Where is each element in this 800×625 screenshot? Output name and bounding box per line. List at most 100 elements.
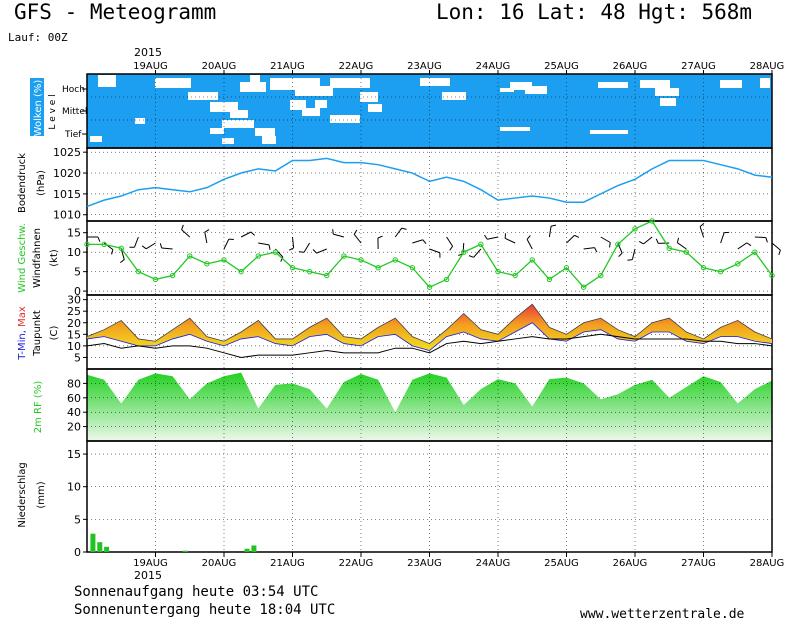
precip-bar xyxy=(104,546,110,552)
wind-unit: (kt) xyxy=(49,249,60,267)
level-low: Tief xyxy=(64,130,82,140)
wind-speed-point xyxy=(529,257,535,263)
wind-barb xyxy=(316,248,327,254)
date-label-bottom: 19AUG xyxy=(133,558,168,569)
wind-speed-point xyxy=(649,218,655,224)
sunrise-text: Sonnenaufgang heute 03:54 UTC xyxy=(74,584,319,600)
wind-barb-feather xyxy=(159,243,163,249)
date-label-bottom: 27AUG xyxy=(681,558,716,569)
wind-barb-feather xyxy=(268,244,271,250)
wind-ylabel: Wind Geschw. xyxy=(17,223,28,293)
date-label-top: 20AUG xyxy=(202,61,237,72)
wind-barb-feather xyxy=(181,224,184,230)
wind-speed-point xyxy=(118,245,124,251)
wind-barb xyxy=(473,248,482,258)
wind-speed-point xyxy=(375,265,381,271)
temperature-ylabel: T-Min, Max xyxy=(17,306,28,361)
wind-speed-line xyxy=(87,220,773,289)
y-tick-label: 10 xyxy=(67,481,81,494)
wind-speed-point xyxy=(443,276,450,283)
wind-speed-point xyxy=(341,253,347,259)
humidity-area xyxy=(87,372,772,441)
clear-sky-gap xyxy=(90,136,102,142)
wind-barb xyxy=(583,247,595,250)
wind-barb xyxy=(223,238,230,250)
y-tick-label: 15 xyxy=(67,448,81,461)
date-label-bottom: 23AUG xyxy=(407,558,442,569)
date-label-bottom: 25AUG xyxy=(544,558,579,569)
precip-ylabels: Niederschlag (mm) xyxy=(17,462,47,527)
website-link[interactable]: www.wetterzentrale.de xyxy=(580,607,745,622)
wind-speed-point xyxy=(735,261,741,267)
wind-speed-point xyxy=(752,249,758,255)
wind-barb-feather xyxy=(288,247,294,251)
pressure-panel: 1010 1015 1020 1025 xyxy=(53,146,773,222)
clear-sky-gap xyxy=(262,136,276,144)
clear-sky-gap xyxy=(135,118,145,124)
precip-bar xyxy=(251,545,257,552)
wind-barb-feather xyxy=(574,234,580,238)
year-label-bottom: 2015 xyxy=(134,569,162,582)
clear-sky-gap xyxy=(210,128,224,134)
tmax-line xyxy=(86,303,773,345)
clear-sky-gap xyxy=(360,92,378,102)
y-tick-label: 1015 xyxy=(53,188,81,201)
clear-sky-gap xyxy=(330,78,370,88)
wind-speed-point xyxy=(152,276,159,283)
wind-barb-feather xyxy=(638,241,644,245)
sunset-text: Sonnenuntergang heute 18:04 UTC xyxy=(74,602,336,618)
wind-speed-point xyxy=(683,249,690,255)
wind-barb-feather xyxy=(746,242,752,247)
wind-barb xyxy=(394,227,403,238)
location-info: Lon: 16 Lat: 48 Hgt: 568m xyxy=(436,0,753,24)
wind-speed-point xyxy=(289,265,296,271)
precip-ylabel: Niederschlag xyxy=(17,462,28,527)
wind-barb xyxy=(353,234,362,244)
wind-barb xyxy=(617,242,623,254)
clear-sky-gap xyxy=(295,86,333,96)
y-tick-label: 60 xyxy=(67,392,81,405)
clear-sky-gap xyxy=(155,78,191,88)
y-tick-label: 15 xyxy=(67,328,81,341)
wind-barb-feather xyxy=(298,251,305,253)
date-axis-top: 19AUG 20AUG 21AUG 22AUG 23AUG 24AUG 25AUG 26AUG… xyxy=(133,61,784,74)
wind-barb xyxy=(292,236,295,248)
wind-barb-feather xyxy=(699,222,705,227)
date-label-bottom: 20AUG xyxy=(202,558,237,569)
date-label-top: 19AUG xyxy=(133,61,168,72)
y-tick-label: 5 xyxy=(74,266,81,279)
wind-barb xyxy=(548,226,552,238)
wind-barb-feather xyxy=(609,242,611,248)
wind-barb-feather xyxy=(332,229,334,235)
y-tick-label: 5 xyxy=(74,513,81,526)
cloud-ylabel: Wolken (%) xyxy=(33,80,44,137)
wind-barb-feather xyxy=(401,227,407,230)
clear-sky-gap xyxy=(500,88,514,92)
wind-barb-feather xyxy=(141,245,147,250)
date-label-top: 28AUG xyxy=(750,61,785,72)
pressure-unit: (hPa) xyxy=(36,170,47,196)
clear-sky-gap xyxy=(420,78,450,86)
precip-unit: (mm) xyxy=(36,481,47,508)
wind-speed-point xyxy=(598,272,604,279)
wind-barb xyxy=(446,236,454,247)
wind-speed-point xyxy=(392,257,398,263)
wind-speed-point xyxy=(84,241,90,248)
wind-speed-point xyxy=(135,268,142,275)
wind-barb-feather xyxy=(204,229,210,233)
wind-barb xyxy=(145,242,156,250)
model-run: Lauf: 00Z xyxy=(8,31,68,44)
wind-speed-point xyxy=(769,272,775,279)
wind-ylabel2: Windfahnen xyxy=(32,228,43,288)
wind-barb xyxy=(600,236,611,243)
y-tick-label: 40 xyxy=(67,406,81,419)
wind-barb-feather xyxy=(353,229,358,235)
wind-barb xyxy=(412,239,424,244)
wind-speed-point xyxy=(580,284,587,290)
wind-barb xyxy=(429,248,441,254)
clear-sky-gap xyxy=(720,80,742,88)
date-label-bottom: 26AUG xyxy=(613,558,648,569)
date-label-top: 23AUG xyxy=(407,61,442,72)
wind-barb-feather xyxy=(765,237,768,243)
